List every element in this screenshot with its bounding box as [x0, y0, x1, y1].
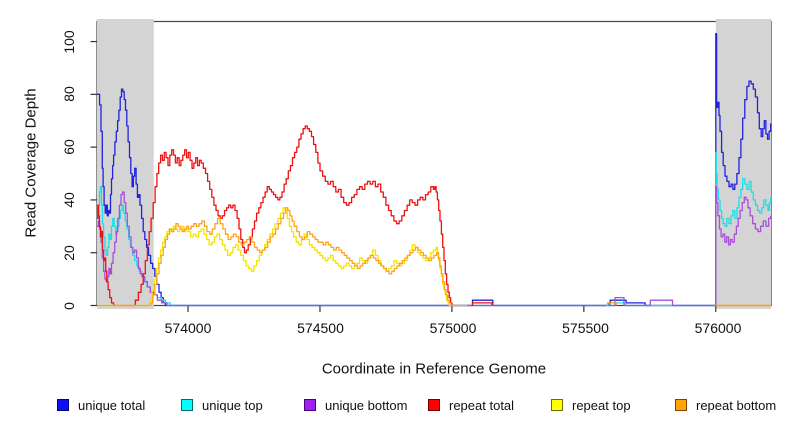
x-tick-label: 574500 — [297, 320, 344, 336]
x-tick-label: 574000 — [164, 320, 212, 336]
legend-item: repeat total — [428, 397, 514, 413]
y-tick-label: 60 — [61, 139, 77, 155]
legend-item: unique bottom — [304, 397, 407, 413]
x-tick-label: 575500 — [562, 320, 609, 336]
legend-label: unique total — [78, 397, 146, 413]
legend: unique total unique top unique bottom re… — [0, 397, 792, 415]
legend-item: repeat bottom — [675, 397, 776, 413]
legend-swatch — [675, 399, 687, 411]
x-tick-label: 575000 — [429, 320, 477, 336]
legend-swatch — [428, 399, 440, 411]
y-tick-label: 40 — [61, 192, 77, 208]
legend-label: repeat top — [572, 397, 631, 413]
legend-item: repeat top — [551, 397, 631, 413]
y-tick-label: 80 — [61, 86, 77, 103]
y-tick-label: 100 — [61, 29, 77, 54]
legend-label: repeat bottom — [696, 397, 777, 413]
legend-swatch — [304, 399, 316, 411]
legend-item: unique total — [57, 397, 145, 413]
legend-swatch — [551, 399, 563, 411]
legend-swatch — [181, 399, 193, 411]
y-tick-label: 20 — [61, 244, 77, 261]
legend-label: unique bottom — [325, 397, 408, 413]
legend-label: repeat total — [449, 397, 515, 413]
x-axis-title: Coordinate in Reference Genome — [321, 360, 547, 378]
x-tick-label: 576000 — [694, 320, 742, 336]
y-tick-label: 0 — [61, 301, 77, 310]
legend-swatch — [57, 399, 69, 411]
legend-label: unique top — [202, 397, 263, 413]
legend-item: unique top — [181, 397, 263, 413]
y-axis-title: Read Coverage Depth — [22, 88, 40, 238]
